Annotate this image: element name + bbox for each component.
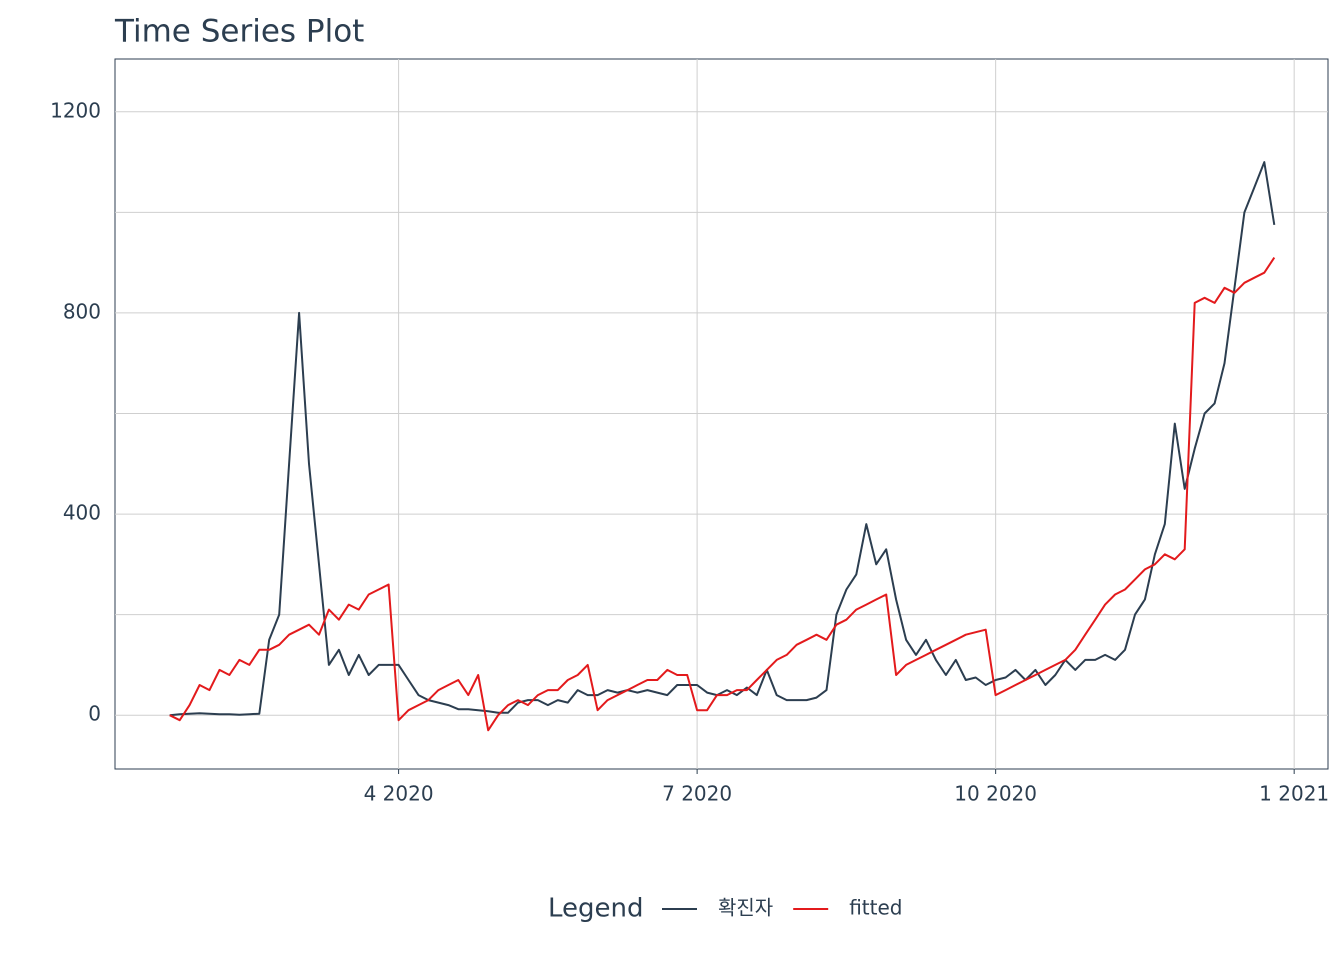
series-line (169, 161, 1276, 717)
y-tick-label: 800 (63, 299, 101, 323)
x-tick-label: 7 2020 (662, 782, 732, 806)
legend-label: 확진자 (718, 896, 773, 920)
legend-label: fitted (849, 896, 902, 920)
legend-title: Legend (548, 894, 644, 924)
x-tick-label: 4 2020 (364, 782, 434, 806)
y-tick-label: 400 (63, 501, 101, 525)
panel-border (114, 58, 1329, 770)
chart-title: Time Series Plot (114, 14, 364, 50)
y-tick-label: 1200 (50, 98, 101, 122)
y-tick-label: 0 (88, 702, 101, 726)
x-tick-label: 1 2021 (1259, 782, 1329, 806)
x-tick-label: 10 2020 (954, 782, 1037, 806)
series-line (169, 257, 1276, 732)
